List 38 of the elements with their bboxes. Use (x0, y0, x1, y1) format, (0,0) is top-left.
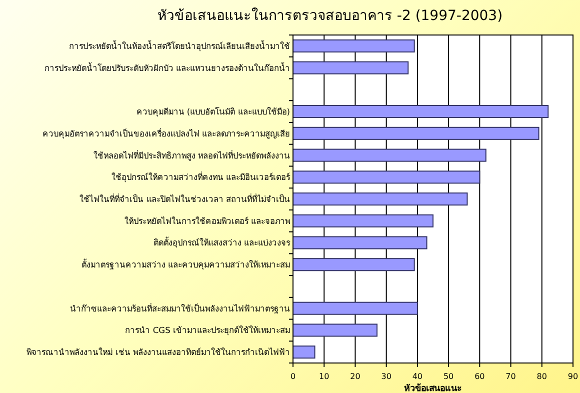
y-tick-label: ให้ประหยัดไฟในการใช้คอมพิวเตอร์ และจอภาพ (124, 216, 290, 226)
chart-title: หัวข้อเสนอแนะในการตรวจสอบอาคาร -2 (1997-2003) (157, 7, 503, 24)
x-tick-label: 10 (319, 372, 330, 381)
bar (292, 346, 316, 359)
bar (292, 302, 418, 315)
x-tick-label: 0 (290, 372, 296, 381)
y-tick-label: การประหยัดน้ำโดยปรับระดับหัวฝักบัว และแหวนยางรองด้านในก๊อกน้ำ (44, 62, 290, 73)
x-tick-label: 20 (350, 372, 360, 381)
x-tick-label: 30 (381, 372, 392, 381)
y-tick-label: ใช้หลอดไฟที่มีประสิทธิภาพสูง หลอดไฟที่ประหยัดพลังงาน (93, 149, 290, 162)
bar (292, 214, 434, 228)
bar (292, 148, 486, 162)
bar (292, 39, 415, 52)
x-axis-title: หัวข้อเสนอแนะ (404, 383, 462, 393)
bar (292, 105, 549, 118)
x-tick-label: 70 (506, 372, 516, 381)
bar (292, 258, 415, 272)
x-tick-label: 40 (412, 372, 423, 381)
y-tick-label: การประหยัดน้ำในห้องน้ำสตรีโดยนำอุปกรณ์เลียนเสียงน้ำมาใช้ (69, 40, 290, 52)
y-tick-label: ควบคุมดีมาน (แบบอัตโนมัติ และแบบใช้มือ) (136, 106, 290, 118)
y-tick-label: นำก๊าซและความร้อนที่สะสมมาใช้เป็นพลังงานไฟฟ้ามาตรฐาน (70, 302, 290, 314)
y-tick-label: พิจารณานำพลังงานใหม่ เช่น พลังงานแสงอาทิตย์มาใช้ในการกำเนิดไฟฟ้า (26, 347, 290, 358)
x-tick-label: 80 (536, 372, 547, 381)
bar (292, 170, 480, 184)
y-tick-label: ใช้อุปกรณ์ให้ความสว่างที่คงทน และมีอินเวอร์เตอร์ (111, 171, 291, 184)
x-tick-label: 90 (568, 372, 578, 381)
y-tick-label: ควบคุมอัตราความจำเป็นของเครื่องแปลงไฟ และลดภาระความสูญเสีย (42, 127, 290, 140)
y-tick-label: ใช้ไฟในที่ที่จำเป็น และปิดไฟในช่วงเวลา สถานที่ที่ไม่จำเป็น (80, 193, 290, 204)
bar (292, 126, 540, 140)
bar (292, 324, 378, 337)
y-tick-label: ติดตั้งอุปกรณ์ให้แสงสว่าง และแบ่งวงจร (153, 236, 291, 249)
bar (292, 61, 409, 74)
y-tick-label: การนำ CGS เข้ามาและประยุกต์ใช้ให้เหมาะสม (125, 325, 290, 336)
bar (292, 192, 468, 206)
x-tick-label: 50 (443, 372, 454, 381)
y-tick-label: ตั้งมาตรฐานความสว่าง และควบคุมความสว่างให้เหมาะสม (81, 258, 290, 271)
x-tick-label: 60 (474, 372, 485, 381)
bar (292, 236, 428, 250)
